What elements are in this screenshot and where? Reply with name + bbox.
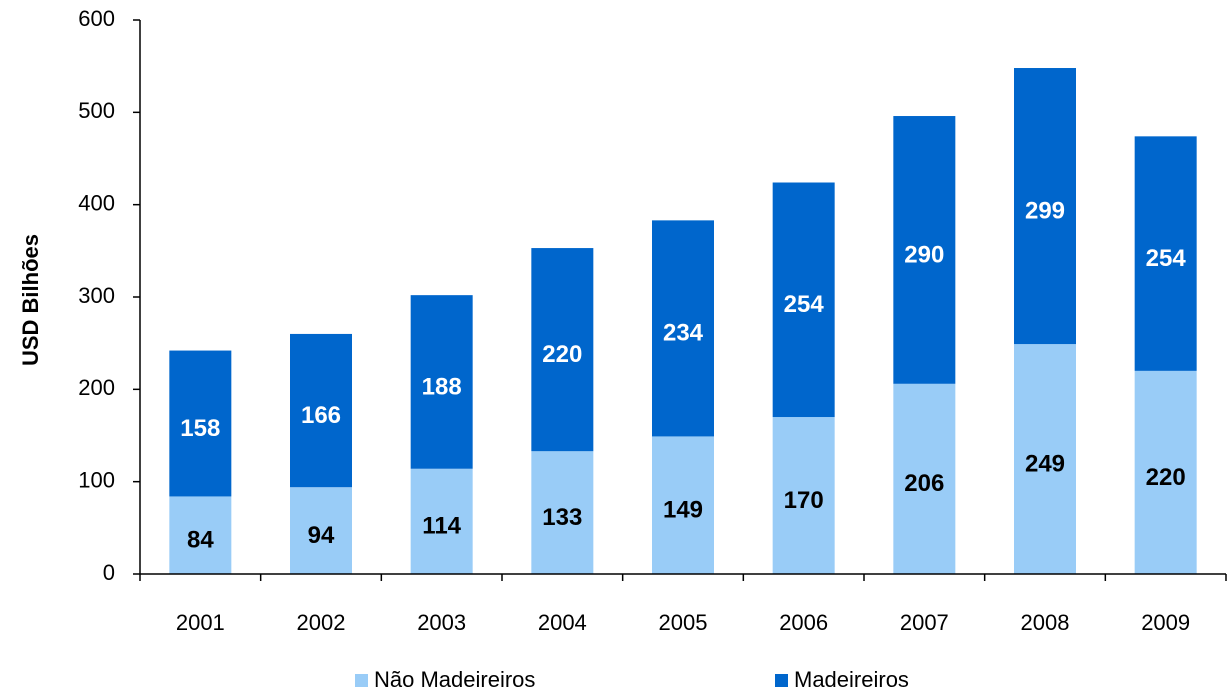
- data-label: 170: [784, 487, 824, 514]
- data-label: 234: [663, 320, 704, 347]
- x-tick-label: 2002: [297, 610, 346, 635]
- data-label: 206: [904, 470, 944, 497]
- data-label: 84: [187, 527, 214, 554]
- bar-segment: [410, 468, 473, 574]
- data-label: 220: [1146, 464, 1186, 491]
- data-label: 166: [301, 402, 341, 429]
- x-tick-label: 2007: [900, 610, 949, 635]
- y-tick-label: 200: [78, 375, 115, 400]
- y-tick-label: 600: [78, 6, 115, 31]
- bar-segment: [290, 333, 352, 488]
- data-label: 114: [422, 513, 461, 540]
- bar-segment: [410, 295, 473, 469]
- bar-segment: [652, 220, 714, 437]
- y-axis-label: USD Bilhões: [18, 234, 43, 366]
- x-tick-label: 2005: [659, 610, 708, 635]
- x-tick-label: 2008: [1021, 610, 1070, 635]
- data-label: 188: [422, 373, 462, 400]
- x-tick-label: 2003: [417, 610, 466, 635]
- bar-segment: [1134, 136, 1197, 371]
- bar-segment: [1134, 370, 1197, 574]
- bar-segment: [652, 436, 714, 574]
- bar-segment: [772, 417, 835, 574]
- data-label: 249: [1025, 450, 1065, 477]
- bar-segment: [772, 182, 835, 418]
- data-label: 254: [784, 291, 825, 318]
- data-label: 94: [308, 522, 335, 549]
- data-label: 158: [180, 415, 220, 442]
- data-label: 149: [663, 497, 703, 524]
- data-label: 254: [1146, 245, 1187, 272]
- bar-segment: [893, 116, 956, 384]
- bar-segment: [1014, 344, 1076, 574]
- x-tick-label: 2004: [538, 610, 587, 635]
- x-tick-label: 2006: [779, 610, 828, 635]
- data-label: 133: [542, 504, 582, 531]
- y-tick-label: 400: [78, 190, 115, 215]
- data-label: 220: [542, 341, 582, 368]
- x-tick-label: 2009: [1141, 610, 1190, 635]
- y-tick-label: 500: [78, 98, 115, 123]
- legend-label: Madeireiros: [794, 667, 909, 692]
- bar-segment: [290, 487, 352, 574]
- legend-swatch: [355, 674, 368, 687]
- y-tick-label: 100: [78, 467, 115, 492]
- bar-segment: [893, 383, 956, 574]
- bar-segment: [531, 248, 594, 452]
- data-label: 299: [1025, 197, 1065, 224]
- legend-swatch: [775, 674, 788, 687]
- bar-segment: [1014, 68, 1076, 345]
- bar-segment: [169, 350, 232, 497]
- y-tick-label: 300: [78, 283, 115, 308]
- bar-segment: [169, 496, 232, 574]
- legend-label: Não Madeireiros: [374, 667, 535, 692]
- y-tick-label: 0: [103, 560, 115, 585]
- data-label: 290: [904, 241, 944, 268]
- x-tick-label: 2001: [176, 610, 225, 635]
- bar-segment: [531, 451, 594, 574]
